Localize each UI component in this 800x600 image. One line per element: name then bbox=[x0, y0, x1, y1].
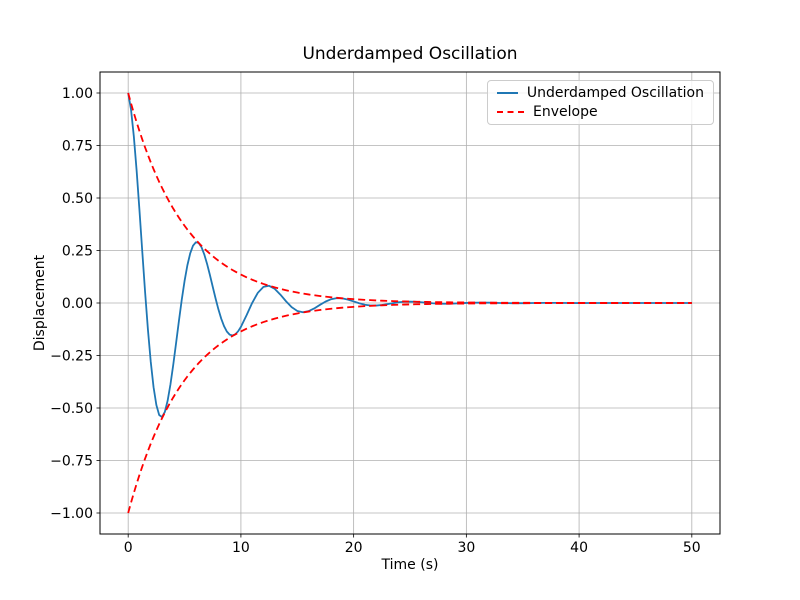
y-tick-label: −1.00 bbox=[50, 506, 93, 522]
y-tick-label: 1.00 bbox=[62, 86, 93, 102]
x-tick-label: 50 bbox=[683, 540, 701, 556]
x-tick-label: 20 bbox=[345, 540, 363, 556]
y-axis-label: Displacement bbox=[32, 254, 48, 352]
legend-label-envelope: Envelope bbox=[533, 103, 598, 120]
legend-item-envelope: Envelope bbox=[497, 104, 704, 120]
x-tick-label: 10 bbox=[232, 540, 250, 556]
y-tick-label: −0.75 bbox=[50, 454, 93, 470]
legend-line-sample-dashed-icon bbox=[497, 110, 524, 113]
legend-label-underdamped-oscillation: Underdamped Oscillation bbox=[526, 85, 704, 102]
series-underdamped-oscillation bbox=[127, 92, 692, 418]
x-tick-label: 0 bbox=[124, 540, 133, 556]
series-envelope-lower bbox=[127, 302, 692, 514]
y-tick-label: 0.75 bbox=[62, 139, 93, 155]
legend-item-underdamped-oscillation: Underdamped Oscillation bbox=[497, 85, 704, 101]
y-tick-label: −0.25 bbox=[50, 349, 93, 365]
y-tick-label: 0.00 bbox=[62, 296, 93, 312]
x-tick-label: 40 bbox=[570, 540, 588, 556]
legend-line-sample-solid-icon bbox=[497, 92, 518, 95]
x-axis-label: Time (s) bbox=[381, 557, 439, 573]
legend: Underdamped Oscillation Envelope bbox=[487, 80, 714, 125]
y-tick-label: 0.50 bbox=[62, 191, 93, 207]
chart-title: Underdamped Oscillation bbox=[302, 44, 518, 64]
x-tick-label: 30 bbox=[457, 540, 475, 556]
y-tick-label: 0.25 bbox=[62, 244, 93, 260]
y-tick-label: −0.50 bbox=[50, 401, 93, 417]
